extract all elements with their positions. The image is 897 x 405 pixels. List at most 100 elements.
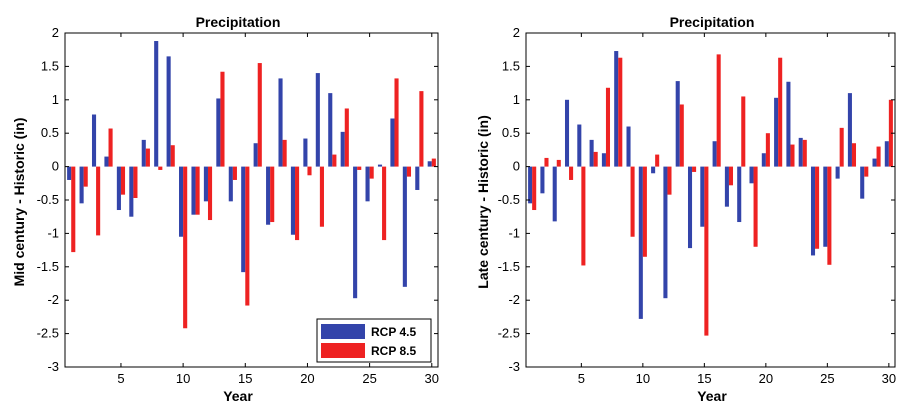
bar-rcp85-year-4 [108, 128, 113, 167]
bar-rcp85-year-10 [642, 166, 647, 257]
bar-rcp45-year-2 [79, 166, 84, 204]
y-tick-label: -1 [47, 225, 59, 240]
bar-rcp85-year-11 [655, 154, 660, 167]
bar-rcp85-year-6 [133, 166, 138, 198]
bar-rcp85-year-24 [815, 166, 820, 249]
bar-rcp45-year-2 [540, 166, 545, 194]
bar-rcp45-year-6 [589, 139, 594, 167]
y-axis-label-left: Mid century - Historic (in) [11, 118, 27, 287]
bar-rcp85-year-1 [71, 166, 76, 253]
panel-late-century: Precipitation Late century - Historic (i… [475, 14, 896, 404]
bar-rcp85-year-15 [245, 166, 250, 306]
x-axis-label-right: Year [697, 388, 727, 404]
bar-rcp45-year-28 [402, 166, 407, 287]
bar-rcp45-year-15 [241, 166, 246, 273]
bar-rcp85-year-8 [618, 57, 623, 167]
bar-rcp85-year-1 [532, 166, 537, 211]
bar-rcp85-year-28 [864, 166, 869, 177]
bar-rcp45-year-15 [700, 166, 705, 227]
bar-rcp45-year-6 [129, 166, 134, 217]
bar-rcp45-year-26 [377, 164, 383, 167]
bar-rcp85-year-28 [406, 166, 412, 177]
y-tick-label: -0.5 [37, 192, 59, 207]
bar-rcp85-year-5 [581, 166, 586, 266]
bar-rcp85-year-30 [888, 99, 893, 167]
bar-rcp85-year-18 [282, 139, 287, 167]
y-tick-label: -0.5 [498, 192, 520, 207]
bar-rcp45-year-5 [116, 166, 121, 211]
x-tick-label: 20 [300, 371, 314, 386]
bar-rcp45-year-14 [228, 166, 233, 202]
bar-rcp85-year-11 [195, 166, 200, 215]
legend-swatch-rcp85 [321, 343, 365, 358]
bar-rcp45-year-7 [601, 153, 606, 167]
bar-rcp85-year-12 [207, 166, 213, 221]
bar-rcp45-year-9 [626, 126, 631, 167]
bar-rcp45-year-5 [577, 124, 582, 167]
bar-rcp45-year-26 [835, 166, 840, 179]
y-tick-label: 2 [52, 25, 59, 40]
bar-rcp85-year-27 [394, 78, 399, 167]
bar-rcp45-year-20 [761, 153, 766, 167]
bar-rcp85-year-20 [765, 133, 770, 167]
x-tick-label: 15 [238, 371, 252, 386]
bar-rcp45-year-9 [166, 56, 171, 167]
y-tick-label: -3 [47, 359, 59, 374]
bars-right [528, 51, 893, 336]
bar-rcp85-year-13 [679, 104, 684, 167]
bar-rcp85-year-3 [96, 166, 101, 236]
y-tick-label: 2 [513, 25, 520, 40]
bar-rcp45-year-30 [884, 141, 889, 167]
legend: RCP 4.5 RCP 8.5 [316, 318, 432, 363]
legend-swatch-rcp45 [321, 324, 365, 339]
bar-rcp45-year-20 [303, 138, 308, 167]
bar-rcp45-year-1 [67, 166, 72, 180]
y-tick-label: 1.5 [41, 58, 59, 73]
bar-rcp85-year-9 [170, 145, 175, 167]
y-tick-label: 0 [52, 159, 59, 174]
ticks-right: -3-2.5-2-1.5-1-0.500.511.525 10 15 20 25 30 [498, 25, 896, 386]
bar-rcp45-year-18 [278, 78, 283, 167]
y-tick-label: -3 [508, 359, 520, 374]
y-tick-label: -2.5 [37, 326, 59, 341]
bar-rcp85-year-25 [369, 166, 374, 179]
bar-rcp85-year-23 [344, 108, 349, 167]
bar-rcp85-year-19 [753, 166, 758, 247]
bar-rcp45-year-18 [737, 166, 742, 223]
y-tick-label: 1 [513, 92, 520, 107]
bar-rcp85-year-23 [802, 139, 807, 167]
bar-rcp85-year-21 [319, 166, 324, 227]
x-tick-label: 25 [820, 371, 834, 386]
x-tick-label: 20 [759, 371, 773, 386]
bar-rcp85-year-5 [120, 166, 126, 195]
bar-rcp45-year-21 [315, 73, 320, 167]
bar-rcp45-year-3 [91, 114, 97, 167]
bar-rcp45-year-23 [340, 131, 345, 167]
bar-rcp45-year-22 [786, 81, 791, 167]
bar-rcp45-year-14 [687, 166, 693, 249]
x-tick-label: 10 [636, 371, 650, 386]
bar-rcp45-year-29 [415, 166, 420, 190]
y-tick-label: 1 [52, 92, 59, 107]
bar-rcp85-year-17 [270, 166, 275, 223]
y-tick-label: 1.5 [502, 58, 520, 73]
bar-rcp85-year-16 [257, 63, 262, 167]
y-tick-label: 0.5 [41, 125, 59, 140]
bar-rcp85-year-29 [876, 146, 881, 167]
legend-label-rcp85: RCP 8.5 [371, 344, 416, 358]
bar-rcp45-year-19 [290, 166, 296, 235]
bar-rcp85-year-24 [357, 166, 362, 170]
x-tick-label: 30 [882, 371, 896, 386]
y-tick-label: -2 [47, 292, 59, 307]
bar-rcp45-year-27 [390, 118, 395, 167]
bar-rcp85-year-19 [295, 166, 300, 241]
bar-rcp85-year-3 [556, 159, 561, 167]
y-tick-label: 0 [513, 159, 520, 174]
x-tick-label: 15 [697, 371, 711, 386]
bar-rcp85-year-20 [307, 166, 312, 176]
bar-rcp85-year-14 [692, 166, 697, 172]
bar-rcp45-year-4 [564, 99, 570, 167]
bar-rcp45-year-8 [614, 51, 619, 167]
bar-rcp85-year-7 [605, 87, 611, 167]
bar-rcp85-year-2 [83, 166, 88, 187]
